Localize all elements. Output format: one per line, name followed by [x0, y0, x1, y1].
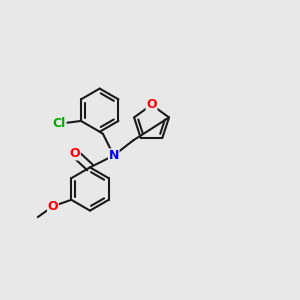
- Text: O: O: [48, 200, 58, 213]
- Text: O: O: [146, 98, 157, 111]
- Text: Cl: Cl: [53, 117, 66, 130]
- Text: O: O: [70, 147, 80, 160]
- Text: N: N: [109, 149, 119, 162]
